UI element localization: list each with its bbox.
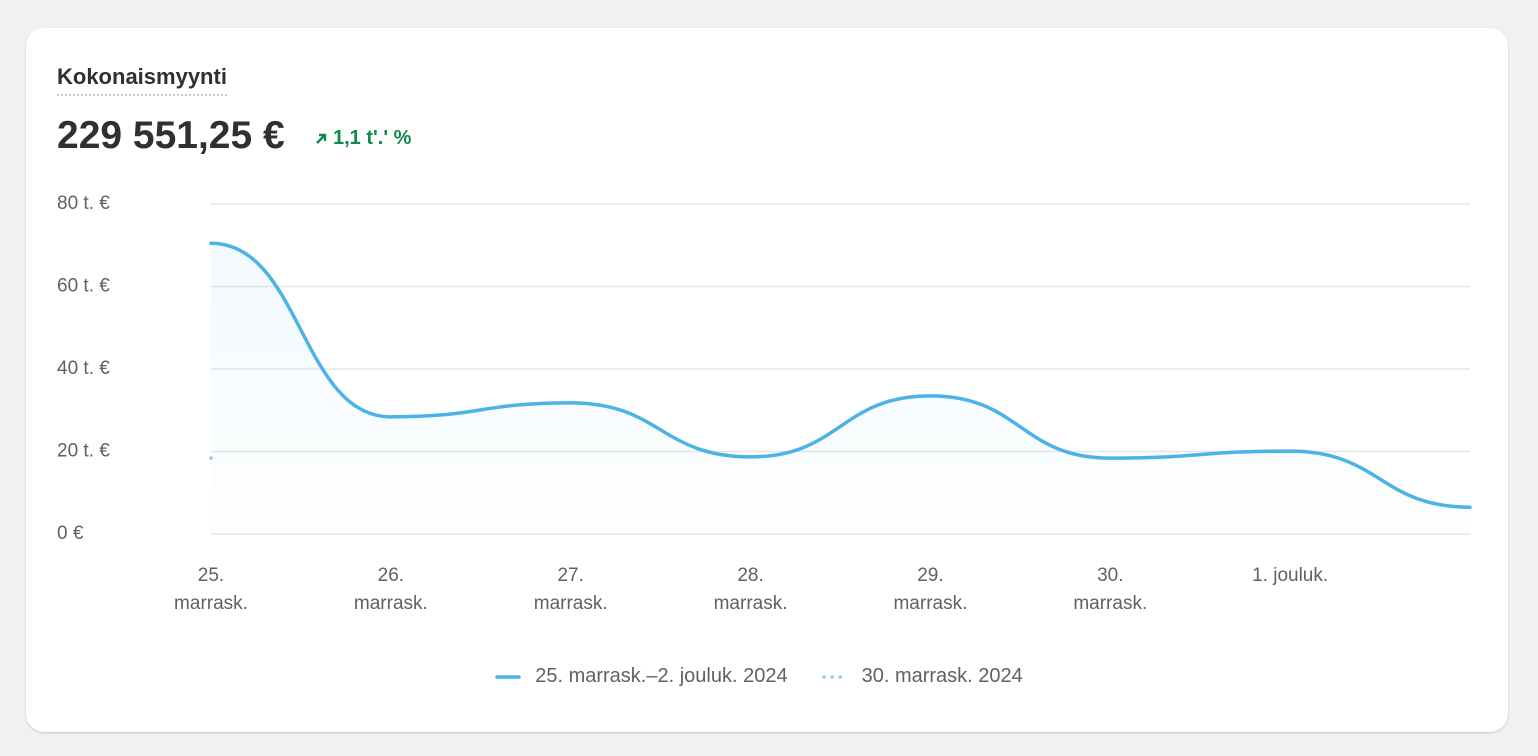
legend-swatch	[495, 674, 521, 679]
x-tick-label: 29. marrask.	[893, 565, 968, 614]
arrow-icon	[316, 133, 327, 144]
legend-swatch	[821, 674, 848, 679]
total: 229 551,25 €	[57, 114, 285, 157]
x-tick-label: 1. jouluk.	[1252, 565, 1329, 586]
x-tick-label: 30. marrask.	[1073, 565, 1148, 614]
change: 1,1 t'.' %	[314, 127, 411, 150]
title[interactable]: Kokonaismyynti	[57, 64, 227, 96]
y-tick-label: 40 t. €	[57, 358, 110, 379]
y-tick-label: 60 t. €	[57, 276, 110, 297]
legend-item: 30. marrask. 2024	[821, 665, 1023, 688]
change-value: 1,1 t'.' %	[333, 127, 412, 149]
point	[209, 456, 213, 460]
y-tick-label: 80 t. €	[57, 193, 110, 214]
line	[209, 241, 1472, 509]
legend-item: 25. marrask.–2. jouluk. 2024	[495, 665, 788, 688]
x-tick-label: 26. marrask.	[353, 565, 428, 614]
x-tick-label: 27. marrask.	[533, 565, 608, 614]
x-tick-label: 28. marrask.	[713, 565, 788, 614]
y-tick-label: 20 t. €	[57, 441, 110, 462]
y-tick-label: 0 €	[57, 523, 84, 544]
legend: 25. marrask.–2. jouluk. 2024 30. marrask.…	[0, 665, 1518, 688]
x-tick-label: 25. marrask.	[174, 565, 248, 614]
legend-label: 25. marrask.–2. jouluk. 2024	[535, 665, 788, 687]
area	[211, 243, 1470, 534]
legend-label: 30. marrask. 2024	[861, 665, 1023, 687]
